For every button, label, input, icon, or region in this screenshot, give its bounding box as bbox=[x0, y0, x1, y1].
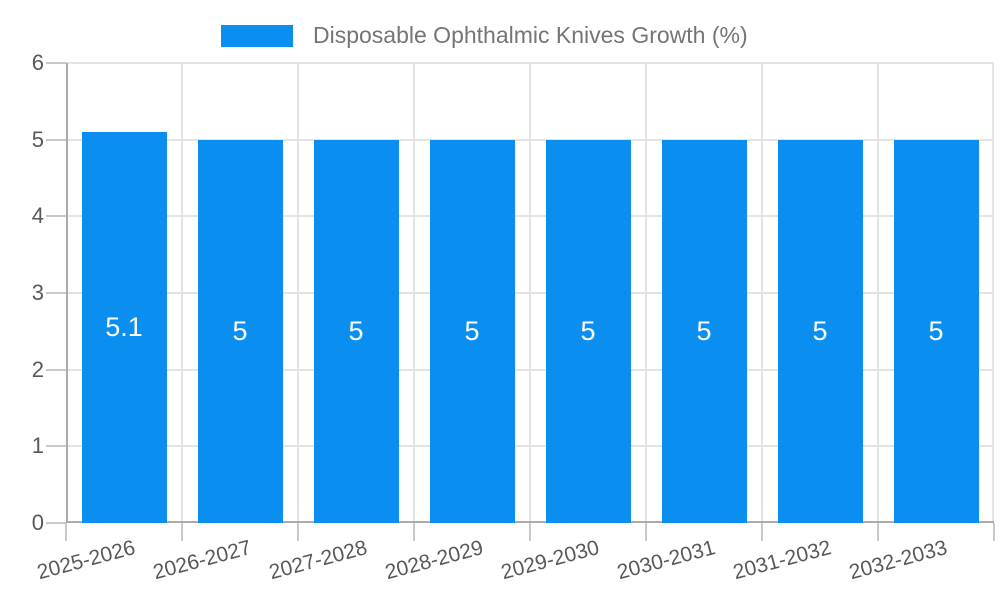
bar-2026-2027[interactable]: 5 bbox=[197, 139, 283, 523]
bar-2027-2028[interactable]: 5 bbox=[313, 139, 399, 523]
x-axis-tick bbox=[529, 523, 531, 541]
x-axis-tick bbox=[297, 523, 299, 541]
x-axis-tick bbox=[413, 523, 415, 541]
x-axis-line bbox=[66, 521, 994, 523]
y-axis-tick bbox=[46, 522, 66, 524]
y-axis-tick bbox=[46, 368, 66, 371]
x-axis-tick bbox=[993, 523, 995, 541]
gridline-vertical bbox=[761, 63, 763, 523]
y-axis-label: 5 bbox=[31, 126, 44, 152]
bar-2031-2032[interactable]: 5 bbox=[777, 139, 863, 523]
x-axis-tick bbox=[877, 523, 879, 541]
gridline-vertical bbox=[413, 63, 415, 523]
gridline-vertical bbox=[877, 63, 879, 523]
bar-value-label: 5 bbox=[928, 315, 944, 346]
bar-value-label: 5 bbox=[696, 315, 712, 346]
bar-2030-2031[interactable]: 5 bbox=[661, 139, 747, 523]
x-axis-tick bbox=[761, 523, 763, 541]
bar-2028-2029[interactable]: 5 bbox=[429, 139, 515, 523]
y-axis-tick bbox=[46, 138, 66, 141]
legend-swatch bbox=[221, 24, 293, 47]
y-axis-label: 2 bbox=[31, 356, 44, 382]
y-axis-label: 4 bbox=[31, 203, 44, 229]
legend-label: Disposable Ophthalmic Knives Growth (%) bbox=[313, 22, 748, 48]
gridline-vertical bbox=[645, 63, 647, 523]
y-axis-label: 6 bbox=[31, 50, 44, 75]
plot-area: 5.1 5 5 5 5 5 5 5 bbox=[66, 62, 994, 523]
bar-value-label: 5 bbox=[232, 315, 248, 346]
gridline-vertical bbox=[181, 63, 183, 523]
bar-value-label: 5 bbox=[348, 315, 364, 346]
y-axis-label: 3 bbox=[31, 280, 44, 305]
bar-2029-2030[interactable]: 5 bbox=[545, 139, 631, 523]
legend[interactable]: Disposable Ophthalmic Knives Growth (%) bbox=[221, 22, 748, 49]
y-axis-label: 1 bbox=[31, 433, 44, 459]
y-axis-label: 0 bbox=[31, 510, 44, 535]
bar-value-label: 5.1 bbox=[105, 312, 143, 342]
y-axis-tick bbox=[46, 215, 66, 218]
bar-2025-2026[interactable]: 5.1 bbox=[81, 132, 167, 523]
gridline-vertical bbox=[297, 63, 299, 523]
bar-value-label: 5 bbox=[812, 315, 828, 346]
bar-value-label: 5 bbox=[580, 315, 596, 346]
x-axis-tick bbox=[65, 523, 67, 541]
x-axis-tick bbox=[645, 523, 647, 541]
gridline-vertical bbox=[529, 63, 531, 523]
y-axis-line bbox=[66, 63, 68, 523]
y-axis-tick bbox=[46, 292, 66, 294]
bar-value-label: 5 bbox=[464, 315, 480, 346]
bar-2032-2033[interactable]: 5 bbox=[893, 139, 979, 523]
y-axis-tick bbox=[46, 62, 66, 64]
gridline-vertical bbox=[992, 63, 994, 523]
x-axis-tick bbox=[181, 523, 183, 541]
y-axis-tick bbox=[46, 445, 66, 448]
